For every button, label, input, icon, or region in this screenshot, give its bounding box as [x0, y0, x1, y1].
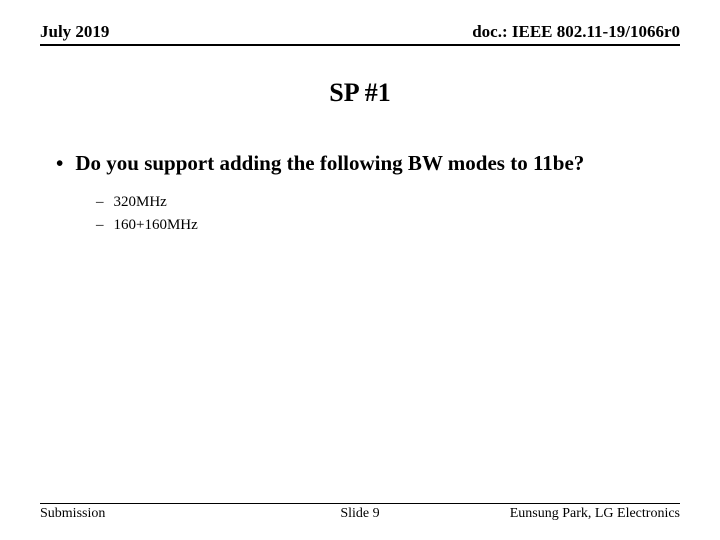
footer-left: Submission	[40, 506, 105, 522]
sub-list: – 320MHz – 160+160MHz	[96, 191, 668, 236]
dash-marker: –	[96, 214, 104, 237]
sub-item-text: 160+160MHz	[114, 214, 198, 237]
sub-item: – 160+160MHz	[96, 214, 668, 237]
sub-item-text: 320MHz	[114, 191, 167, 214]
header: July 2019 doc.: IEEE 802.11-19/1066r0	[40, 22, 680, 46]
sub-item: – 320MHz	[96, 191, 668, 214]
dash-marker: –	[96, 191, 104, 214]
footer-author: Eunsung Park, LG Electronics	[510, 506, 680, 522]
footer: Submission Slide 9 Eunsung Park, LG Elec…	[40, 503, 680, 522]
main-bullet-text: Do you support adding the following BW m…	[75, 150, 584, 177]
main-bullet: • Do you support adding the following BW…	[52, 150, 668, 177]
footer-slide-number: Slide 9	[340, 506, 379, 522]
header-date: July 2019	[40, 22, 109, 42]
bullet-marker: •	[56, 150, 63, 177]
header-docref: doc.: IEEE 802.11-19/1066r0	[472, 22, 680, 42]
slide-title: SP #1	[0, 78, 720, 108]
content-area: • Do you support adding the following BW…	[52, 150, 668, 236]
